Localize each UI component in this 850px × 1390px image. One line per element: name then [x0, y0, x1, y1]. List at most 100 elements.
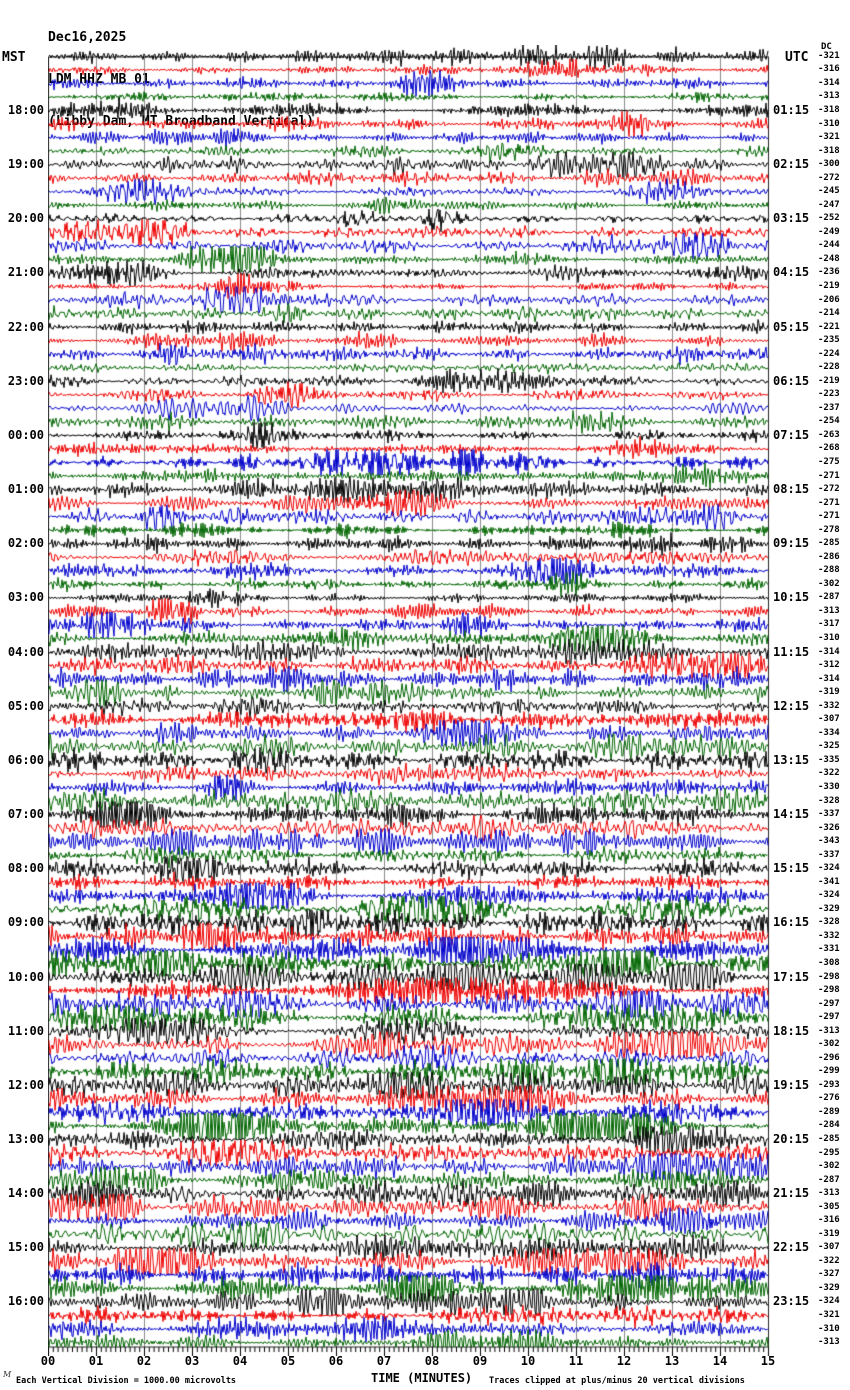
mst-time-label: 09:00 [7, 915, 44, 930]
x-axis-tick-label: 03 [184, 1354, 200, 1368]
dc-offset-value: -332 [818, 930, 840, 941]
mst-time-label: 00:00 [7, 427, 44, 442]
dc-offset-value: -278 [818, 524, 840, 535]
x-axis-tick-label: 06 [328, 1354, 344, 1368]
dc-offset-value: -298 [818, 971, 840, 982]
dc-offset-value: -244 [818, 240, 840, 251]
x-axis-tick-label: 13 [664, 1354, 680, 1368]
dc-offset-value: -237 [818, 402, 840, 413]
utc-time-label: 18:15 [773, 1023, 810, 1038]
mst-time-label: 12:00 [7, 1077, 44, 1092]
mst-time-label: 14:00 [7, 1186, 44, 1201]
utc-time-label: 21:15 [773, 1186, 810, 1201]
dc-offset-value: -319 [818, 687, 840, 698]
dc-offset-value: -214 [818, 308, 840, 319]
dc-offset-value: -318 [818, 104, 840, 115]
dc-offset-value: -236 [818, 267, 840, 278]
dc-offset-value: -302 [818, 1039, 840, 1050]
x-axis-tick-label: 01 [88, 1354, 104, 1368]
dc-offset-value: -302 [818, 578, 840, 589]
dc-offset-value: -224 [818, 348, 840, 359]
x-axis-tick-label: 04 [232, 1354, 248, 1368]
dc-offset-value: -288 [818, 565, 840, 576]
mst-time-label: 22:00 [7, 319, 44, 334]
mst-time-label: 16:00 [7, 1294, 44, 1309]
mst-time-label: 01:00 [7, 482, 44, 497]
utc-time-label: 04:15 [773, 265, 810, 280]
dc-offset-value: -245 [818, 186, 840, 197]
dc-offset-value: -330 [818, 781, 840, 792]
dc-offset-value: -289 [818, 1106, 840, 1117]
dc-offset-value: -332 [818, 700, 840, 711]
dc-offset-value: -286 [818, 551, 840, 562]
mst-time-label: 08:00 [7, 861, 44, 876]
x-axis-tick-label: 09 [472, 1354, 488, 1368]
dc-offset-value: -313 [818, 91, 840, 102]
dc-offset-value: -331 [818, 944, 840, 955]
dc-offset-value: -235 [818, 335, 840, 346]
dc-offset-value: -314 [818, 646, 840, 657]
dc-offset-value: -308 [818, 957, 840, 968]
dc-offset-value: -328 [818, 917, 840, 928]
dc-offset-value: -313 [818, 1025, 840, 1036]
utc-time-label: 14:15 [773, 807, 810, 822]
dc-offset-value: -285 [818, 1134, 840, 1144]
dc-offset-value: -316 [818, 1215, 840, 1226]
utc-time-label: 22:15 [773, 1240, 810, 1255]
dc-offset-value: -221 [818, 321, 840, 332]
dc-offset-value: -337 [818, 809, 840, 820]
dc-offset-value: -223 [818, 389, 840, 400]
utc-time-label: 23:15 [773, 1294, 810, 1309]
mst-time-label: 11:00 [7, 1023, 44, 1038]
x-axis-tick-label: 07 [376, 1354, 392, 1368]
dc-offset-value: -321 [818, 50, 840, 61]
mst-time-label: 15:00 [7, 1240, 44, 1255]
dc-offset-value: -252 [818, 213, 840, 224]
mst-time-label: 13:00 [7, 1132, 44, 1146]
dc-offset-value: -313 [818, 1188, 840, 1199]
dc-offset-value: -271 [818, 511, 840, 522]
utc-time-label: 17:15 [773, 969, 810, 984]
mst-time-label: 10:00 [7, 969, 44, 984]
footer-clip-note: Traces clipped at plus/minus 20 vertical… [489, 1376, 745, 1386]
dc-offset-value: -248 [818, 253, 840, 264]
utc-time-label: 20:15 [773, 1132, 810, 1146]
utc-time-label: 12:15 [773, 698, 810, 713]
x-axis-tick-label: 00 [40, 1354, 56, 1368]
utc-time-label: 13:15 [773, 752, 810, 767]
dc-offset-value: -310 [818, 118, 840, 129]
mst-time-label: 03:00 [7, 590, 44, 605]
x-axis-title: TIME (MINUTES) [371, 1371, 473, 1385]
dc-column-header: DC [821, 42, 832, 52]
dc-offset-value: -272 [818, 484, 840, 495]
dc-offset-value: -293 [818, 1079, 840, 1090]
watermark-glyph: M [3, 1370, 12, 1379]
dc-offset-value: -329 [818, 903, 840, 914]
utc-time-label: 11:15 [773, 644, 810, 659]
utc-time-label: 15:15 [773, 861, 810, 876]
dc-offset-value: -310 [818, 633, 840, 644]
utc-time-label: 06:15 [773, 373, 810, 388]
dc-offset-value: -206 [818, 294, 840, 305]
title-date: Dec16,2025 [48, 30, 127, 45]
dc-offset-value: -254 [818, 416, 840, 427]
mst-time-label: 07:00 [7, 807, 44, 822]
dc-offset-value: -324 [818, 1296, 840, 1307]
dc-offset-value: -297 [818, 1012, 840, 1023]
dc-offset-value: -329 [818, 1282, 840, 1293]
x-axis-tick-label: 11 [568, 1354, 584, 1368]
utc-time-label: 07:15 [773, 427, 810, 442]
dc-offset-value: -247 [818, 199, 840, 210]
dc-offset-value: -328 [818, 795, 840, 806]
x-axis-tick-label: 10 [520, 1354, 536, 1368]
utc-time-label: 05:15 [773, 319, 810, 334]
mst-time-label: 20:00 [7, 211, 44, 226]
dc-offset-value: -271 [818, 497, 840, 508]
dc-offset-value: -321 [818, 132, 840, 143]
seismogram-trace-canvas [48, 45, 770, 1356]
utc-time-label: 10:15 [773, 590, 810, 605]
dc-offset-value: -334 [818, 727, 840, 738]
dc-offset-value: -300 [818, 159, 840, 170]
mst-time-label: 04:00 [7, 644, 44, 659]
dc-offset-value: -275 [818, 457, 840, 467]
